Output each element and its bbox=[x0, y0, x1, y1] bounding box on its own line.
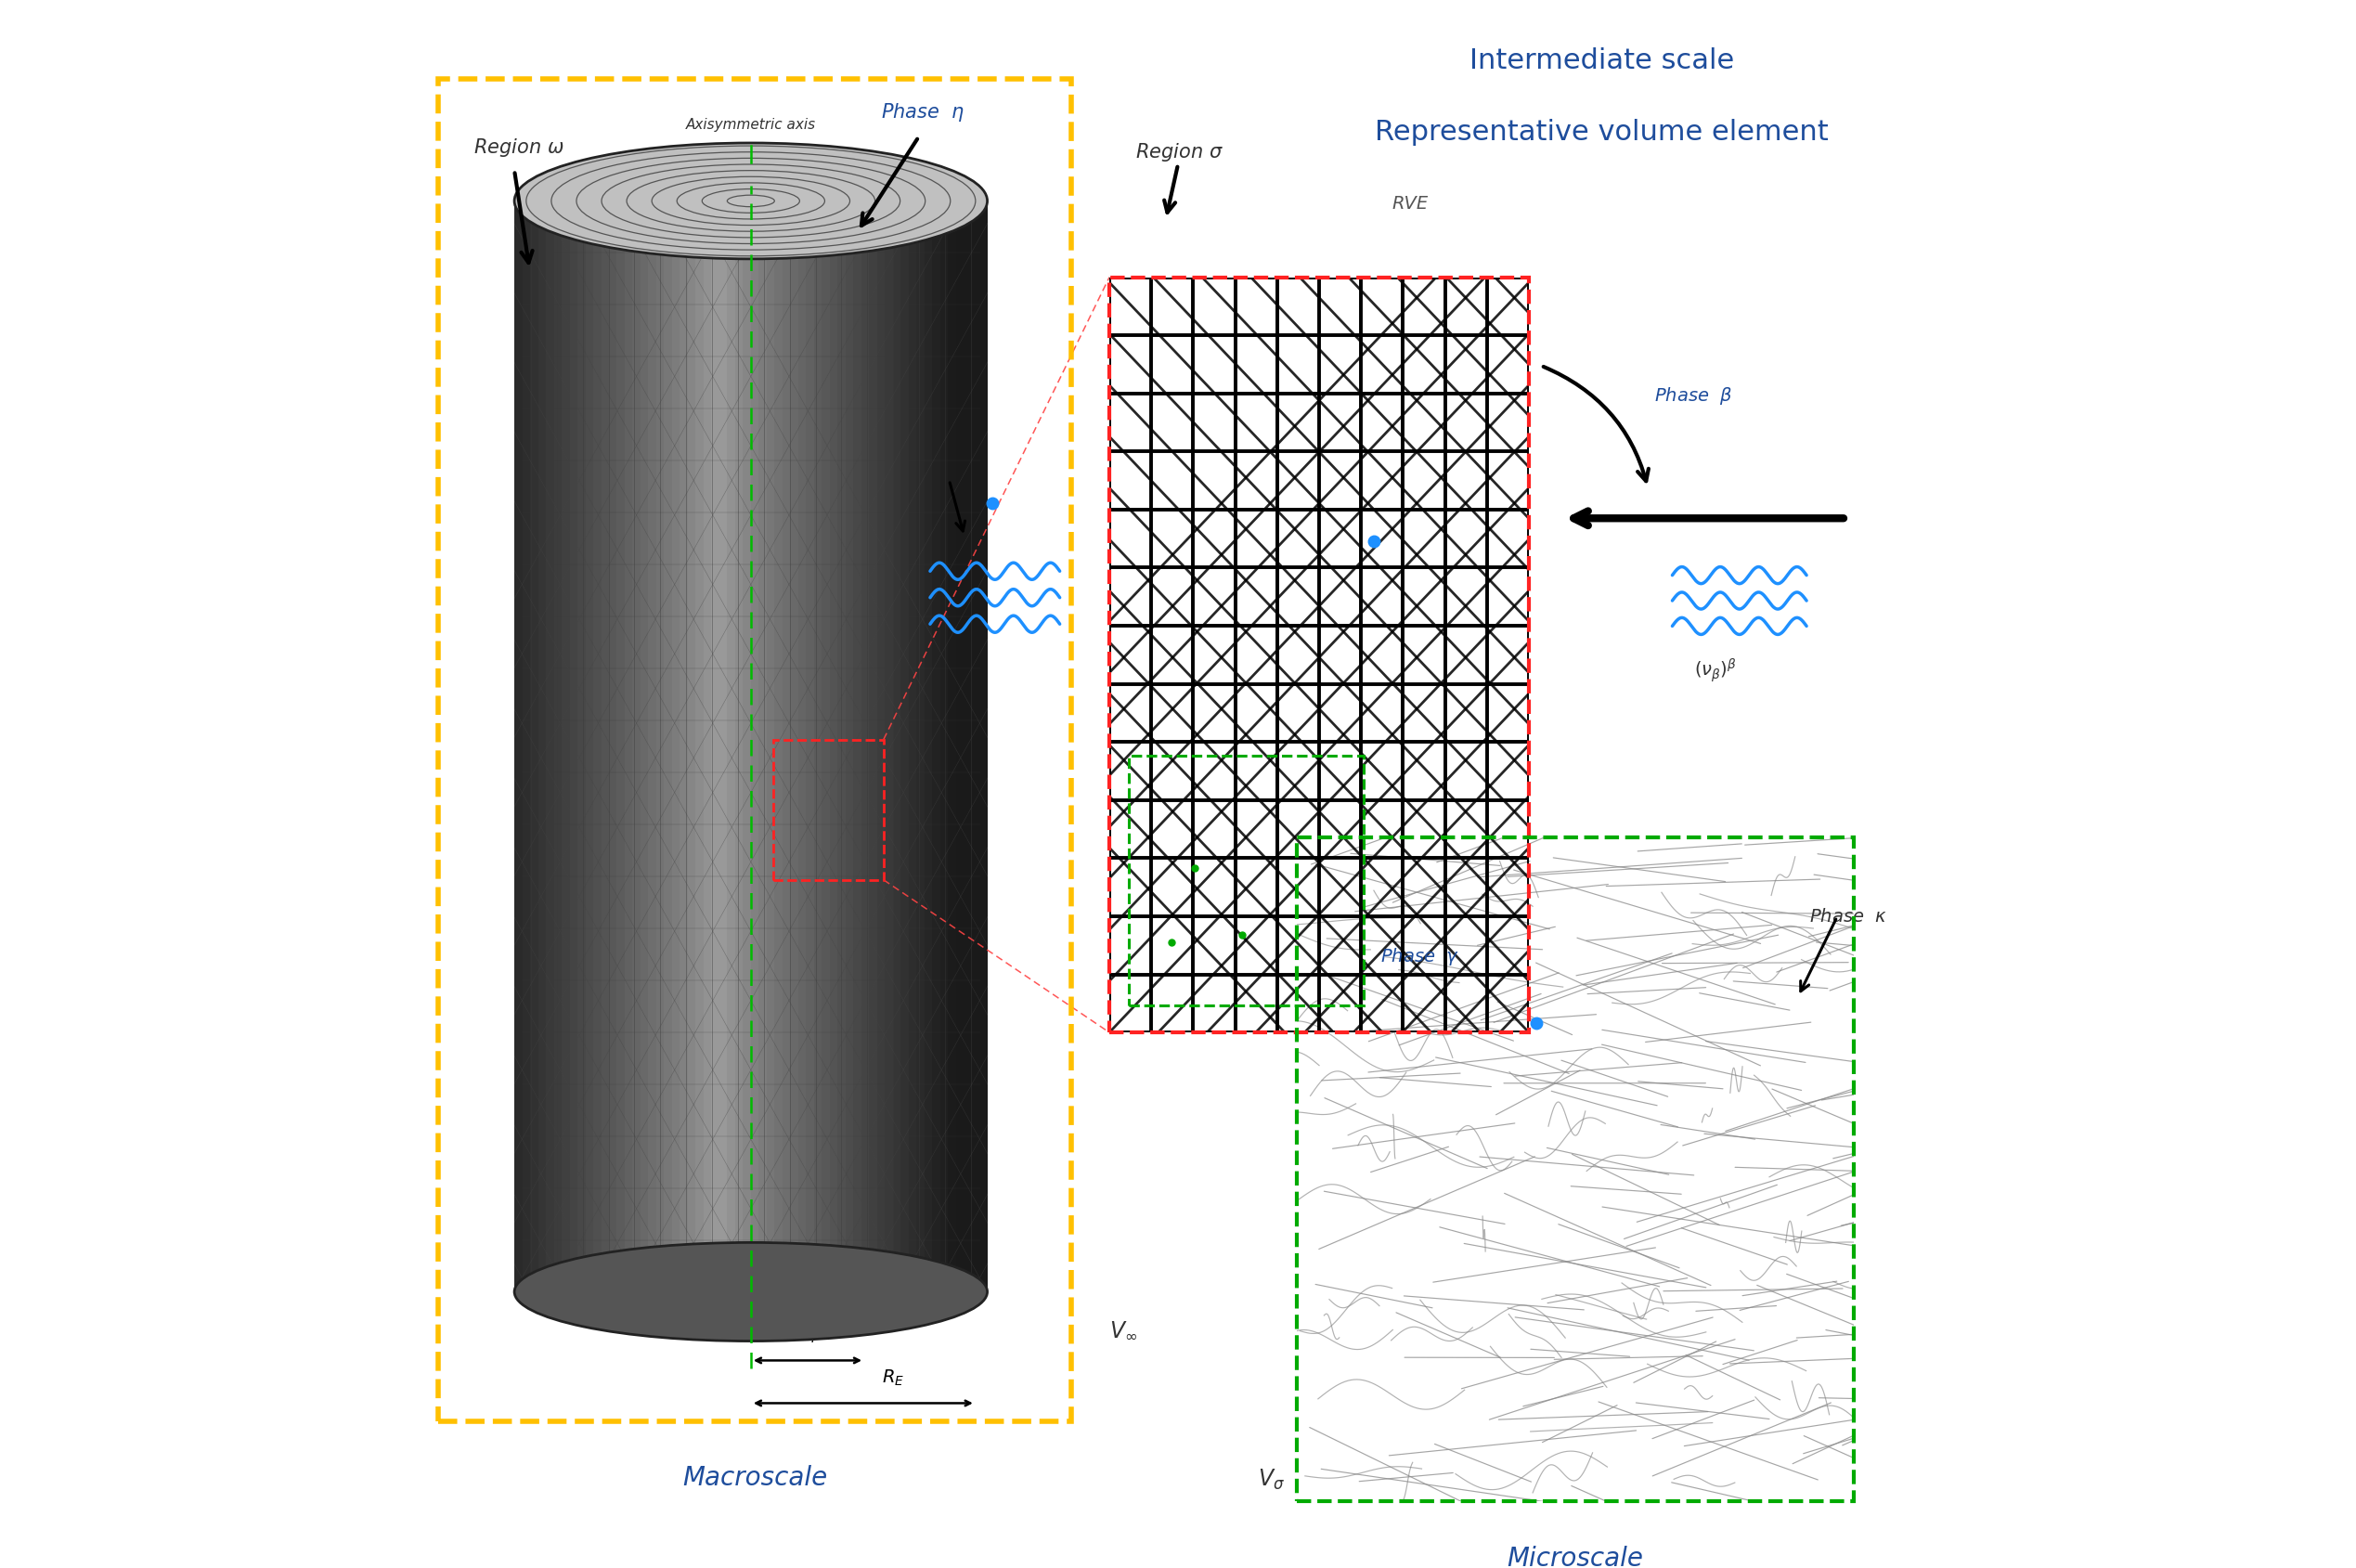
Text: Representative volume element: Representative volume element bbox=[1376, 119, 1828, 146]
Polygon shape bbox=[577, 201, 584, 1292]
Polygon shape bbox=[704, 201, 712, 1292]
Polygon shape bbox=[813, 201, 822, 1292]
Polygon shape bbox=[947, 201, 957, 1292]
Polygon shape bbox=[940, 201, 947, 1292]
Text: Intermediate scale: Intermediate scale bbox=[1470, 47, 1734, 74]
Polygon shape bbox=[719, 201, 728, 1292]
Polygon shape bbox=[924, 201, 933, 1292]
Polygon shape bbox=[648, 201, 657, 1292]
Polygon shape bbox=[853, 201, 862, 1292]
Polygon shape bbox=[822, 201, 829, 1292]
Polygon shape bbox=[688, 201, 695, 1292]
Polygon shape bbox=[957, 201, 964, 1292]
Polygon shape bbox=[523, 201, 530, 1292]
Polygon shape bbox=[514, 201, 523, 1292]
Polygon shape bbox=[846, 201, 853, 1292]
Polygon shape bbox=[695, 201, 704, 1292]
Polygon shape bbox=[554, 201, 561, 1292]
Polygon shape bbox=[980, 201, 987, 1292]
Polygon shape bbox=[608, 201, 617, 1292]
Polygon shape bbox=[876, 201, 886, 1292]
Text: $R_I$: $R_I$ bbox=[799, 1325, 818, 1345]
Polygon shape bbox=[862, 201, 869, 1292]
Polygon shape bbox=[641, 201, 648, 1292]
Polygon shape bbox=[594, 201, 601, 1292]
Polygon shape bbox=[735, 201, 742, 1292]
Text: $V_\sigma$: $V_\sigma$ bbox=[1258, 1468, 1284, 1491]
Polygon shape bbox=[570, 201, 577, 1292]
Polygon shape bbox=[893, 201, 900, 1292]
Polygon shape bbox=[971, 201, 980, 1292]
Polygon shape bbox=[900, 201, 909, 1292]
Text: Phase  $\kappa$: Phase $\kappa$ bbox=[1809, 908, 1887, 925]
Polygon shape bbox=[789, 201, 799, 1292]
Polygon shape bbox=[775, 201, 782, 1292]
Polygon shape bbox=[806, 201, 813, 1292]
Polygon shape bbox=[799, 201, 806, 1292]
Ellipse shape bbox=[514, 1242, 987, 1341]
Polygon shape bbox=[886, 201, 893, 1292]
Polygon shape bbox=[909, 201, 916, 1292]
Polygon shape bbox=[530, 201, 537, 1292]
Polygon shape bbox=[712, 201, 719, 1292]
Polygon shape bbox=[547, 201, 554, 1292]
Text: $(\nu_\beta)^\beta$: $(\nu_\beta)^\beta$ bbox=[1694, 657, 1736, 685]
Polygon shape bbox=[766, 201, 775, 1292]
Polygon shape bbox=[634, 201, 641, 1292]
Polygon shape bbox=[584, 201, 594, 1292]
Text: Phase  $\beta$: Phase $\beta$ bbox=[1654, 386, 1732, 406]
Ellipse shape bbox=[514, 143, 987, 259]
Bar bbox=[1298, 837, 1854, 1501]
Polygon shape bbox=[916, 201, 924, 1292]
Polygon shape bbox=[869, 201, 876, 1292]
Bar bbox=[1110, 278, 1529, 1032]
Polygon shape bbox=[759, 201, 766, 1292]
Bar bbox=[1110, 278, 1529, 1032]
Polygon shape bbox=[742, 201, 752, 1292]
Polygon shape bbox=[537, 201, 547, 1292]
Polygon shape bbox=[782, 201, 789, 1292]
Text: Region $\sigma$: Region $\sigma$ bbox=[1136, 141, 1223, 163]
Polygon shape bbox=[664, 201, 671, 1292]
Bar bbox=[514, 201, 987, 1292]
Polygon shape bbox=[728, 201, 735, 1292]
Text: $R_E$: $R_E$ bbox=[881, 1369, 905, 1388]
Text: RVE: RVE bbox=[1392, 194, 1428, 213]
Polygon shape bbox=[657, 201, 664, 1292]
Text: Phase  $\eta$: Phase $\eta$ bbox=[881, 102, 964, 124]
Polygon shape bbox=[617, 201, 624, 1292]
Text: Axisymmetric axis: Axisymmetric axis bbox=[686, 118, 815, 132]
Polygon shape bbox=[624, 201, 634, 1292]
Polygon shape bbox=[752, 201, 759, 1292]
Bar bbox=[1298, 837, 1854, 1501]
Polygon shape bbox=[964, 201, 971, 1292]
Text: Microscale: Microscale bbox=[1508, 1546, 1644, 1568]
Polygon shape bbox=[933, 201, 940, 1292]
Polygon shape bbox=[836, 201, 846, 1292]
Text: Macroscale: Macroscale bbox=[683, 1465, 827, 1491]
Polygon shape bbox=[601, 201, 608, 1292]
Polygon shape bbox=[829, 201, 836, 1292]
Polygon shape bbox=[561, 201, 570, 1292]
Text: $V_\infty$: $V_\infty$ bbox=[1110, 1319, 1138, 1341]
Polygon shape bbox=[681, 201, 688, 1292]
Polygon shape bbox=[671, 201, 681, 1292]
Text: Phase  $\gamma$: Phase $\gamma$ bbox=[1381, 946, 1458, 967]
Text: Region $\omega$: Region $\omega$ bbox=[474, 136, 563, 158]
